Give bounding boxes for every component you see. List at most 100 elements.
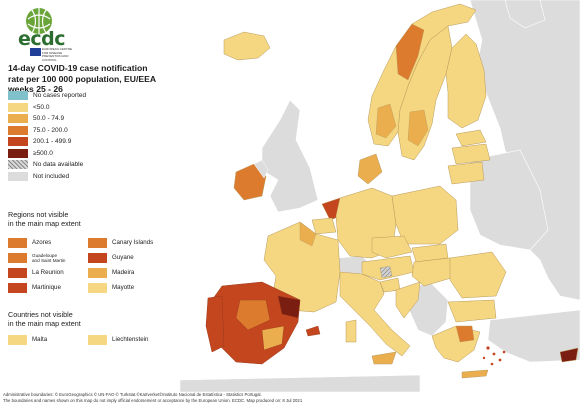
region-label-line: Canary Islands [112,238,154,246]
region-swatch [88,283,107,293]
region-croatia [395,281,421,319]
region-label-line: La Reunion [32,268,64,276]
legend-swatch [8,125,28,135]
legend-swatch [8,91,28,101]
countries-legend: Malta Liechtenstein [8,335,168,345]
region-swatch [8,253,27,263]
countries-title-line-1: Countries not visible [8,310,73,319]
ecdc-logo: ecdc EUROPEAN CENTRE FOR DISEASE PREVENT… [8,6,72,61]
region-row: La Reunion Madeira [8,267,168,279]
region-norway-orange [395,23,425,81]
region-italy-hatch [379,265,393,279]
region-cyprus [559,347,579,363]
legend-label: <50.0 [33,103,50,111]
region-item: Guyane [88,252,168,264]
country-swatch [8,335,27,345]
country-swatch [88,335,107,345]
countries-title-line-2: in the main map extent [8,318,81,328]
country-label: Liechtenstein [112,335,149,343]
countries-section-title: Countries not visible in the main map ex… [8,310,168,328]
region-label: Canary Islands [112,238,154,247]
region-swatch [8,238,27,248]
region-label: Madeira [112,268,135,277]
logo-wordmark: ecdc [18,28,66,50]
region-label-line: Martinique [32,283,61,291]
region-label-line: Guyane [112,253,134,261]
country-item: Malta [8,335,88,345]
logo-subtitle: EUROPEAN CENTRE FOR DISEASE PREVENTION A… [42,47,73,62]
legend-item: No data available [8,159,158,170]
legend-label: 75.0 - 200.0 [33,126,68,134]
legend-label: No cases reported [33,92,87,100]
regions-section-title: Regions not visible in the main map exte… [8,210,168,228]
region-label-line: Mayotte [112,283,135,291]
region-denmark [357,153,383,185]
region-latvia [451,143,491,165]
region-item: Martinique [8,282,88,294]
region-label: La Reunion [32,268,64,277]
legend-item: Not included [8,170,158,181]
legend-item: <50.0 [8,101,158,112]
region-lithuania [447,161,485,185]
region-bulgaria [447,299,497,323]
legend-item: 75.0 - 200.0 [8,124,158,135]
legend-item: 200.1 - 499.9 [8,136,158,147]
region-crete [461,369,489,379]
region-italy [339,271,411,357]
region-poland [391,185,459,245]
legend-item: ≥500.0 [8,147,158,158]
legend-label: No data available [33,161,84,169]
region-sicily [371,351,397,365]
region-item: La Reunion [8,267,88,279]
region-item: Mayotte [88,282,168,294]
region-label: Martinique [32,283,61,292]
region-label: Guadeloupe and Saint Martin [32,253,65,263]
region-label: Azores [32,238,52,247]
legend-label: Not included [33,172,70,180]
region-label: Guyane [112,253,134,262]
legend-swatch [8,148,28,158]
title-line-2: rate per 100 000 population, EU/EEA [8,73,157,84]
region-greece-orange [455,325,475,343]
region-norway [367,3,477,147]
region-row: Martinique Mayotte [8,282,168,294]
country-item: Liechtenstein [88,335,168,345]
region-label-line: and Saint Martin [32,258,66,263]
region-czechia [371,235,413,259]
legend-label: ≥500.0 [33,149,53,157]
footer-line-1: Administrative boundaries: © EuroGeograp… [3,392,262,397]
region-greek-islands [482,346,506,366]
legend-item: No cases reported [8,90,158,101]
region-hungary [411,257,459,287]
region-row: Azores Canary Islands [8,237,168,249]
region-item: Azores [8,237,88,249]
not-included-areas [179,0,580,393]
region-spain-orange-1 [235,299,271,331]
region-belgium [311,217,337,235]
region-sweden-mid [407,109,429,147]
region-estonia [455,129,487,147]
region-iceland [223,31,271,61]
region-row: Guadeloupe and Saint Martin Guyane [8,252,168,264]
region-swatch [88,253,107,263]
regions-legend: Azores Canary Islands Guadeloupe and Saint … [8,237,168,297]
legend-swatch [8,137,28,147]
region-finland [445,33,487,129]
region-label-line: Azores [32,238,52,246]
region-label: Mayotte [112,283,135,292]
legend-swatch [8,102,28,112]
title-line-1: 14-day COVID-19 case notification [8,63,148,73]
region-swatch [8,268,27,278]
region-swatch [88,268,107,278]
legend-label: 50.0 - 74.9 [33,115,65,123]
map-title: 14-day COVID-19 case notification rate p… [8,63,208,95]
legend-item: 50.0 - 74.9 [8,113,158,124]
region-balearic [305,325,321,337]
region-france-mid [299,221,317,247]
legend-swatch [8,171,28,181]
region-item: Guadeloupe and Saint Martin [8,252,88,264]
eu-flag-icon [30,48,41,56]
region-romania [449,251,507,299]
region-catalonia [277,295,301,319]
region-label-line: Madeira [112,268,135,276]
